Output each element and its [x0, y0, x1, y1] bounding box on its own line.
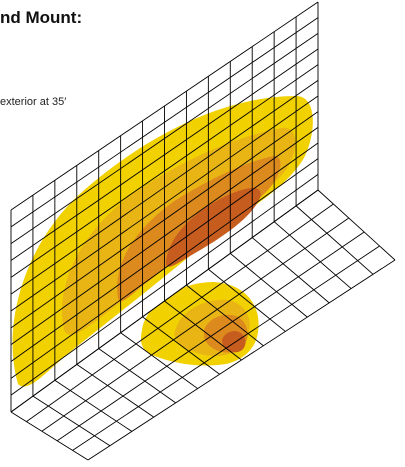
wall-grid — [10, 1, 319, 413]
wall-grid-line-v-9 — [10, 142, 319, 362]
floor-grid-line-u-5 — [120, 332, 198, 389]
floor-grid-line-u-13 — [295, 205, 374, 275]
wall-grid-line-v-8 — [10, 126, 319, 346]
floor-grid-line-u-8 — [186, 284, 264, 347]
floor-grid-line-u-2 — [54, 379, 133, 432]
wall-grid-line-v-4 — [10, 64, 319, 278]
floor-grid-line-u-12 — [273, 221, 352, 289]
floor-grid-line-v-2 — [41, 217, 350, 432]
floor-grid-line-u-0 — [10, 411, 89, 461]
floor-grid-line-u-10 — [229, 253, 308, 318]
floor-grid-line-u-7 — [164, 300, 242, 361]
section-heading: nd Mount: — [0, 8, 83, 27]
floor-grid — [10, 189, 396, 461]
wall-grid-line-v-3 — [10, 48, 319, 261]
floor-grid-line-u-11 — [251, 237, 330, 304]
wall-grid-line-v-2 — [10, 32, 319, 245]
floor-grid-line-u-4 — [98, 348, 176, 404]
floor-light-pattern — [140, 282, 259, 366]
floor-grid-line-u-3 — [76, 364, 155, 418]
wall-grid-line-v-7 — [10, 111, 319, 329]
floor-grid-line-u-6 — [142, 316, 220, 375]
wall-grid-line-v-1 — [10, 17, 319, 228]
floor-grid-line-u-14 — [317, 189, 396, 261]
wall-light-hotspot — [166, 188, 261, 267]
floor-grid-line-v-4 — [72, 245, 380, 451]
floor-grid-line-v-5 — [87, 259, 396, 461]
wall-grid-line-v-10 — [10, 158, 319, 379]
floor-grid-line-u-9 — [208, 268, 286, 332]
floor-grid-line-v-3 — [56, 231, 365, 442]
distance-caption: exterior at 35′ — [0, 96, 67, 108]
wall-grid-line-v-11 — [10, 173, 319, 396]
floor-grid-line-v-0 — [10, 189, 319, 413]
wall-grid-line-v-0 — [10, 1, 319, 211]
wall-grid-line-v-6 — [10, 95, 319, 312]
floor-grid-line-v-1 — [26, 203, 334, 422]
wall-grid-line-v-5 — [10, 79, 319, 295]
floor-grid-line-u-1 — [32, 395, 111, 447]
